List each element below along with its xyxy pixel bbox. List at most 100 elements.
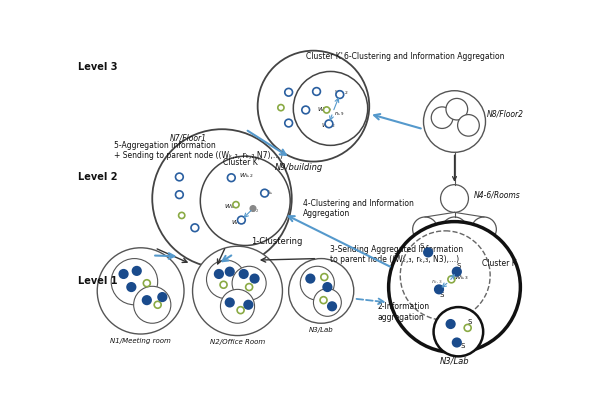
Text: S: S bbox=[457, 263, 461, 269]
Circle shape bbox=[446, 320, 455, 328]
Circle shape bbox=[258, 51, 369, 162]
Circle shape bbox=[424, 248, 432, 257]
Circle shape bbox=[175, 191, 183, 199]
Circle shape bbox=[325, 120, 333, 128]
Text: $W_{k,2}$: $W_{k,2}$ bbox=[239, 172, 254, 180]
Circle shape bbox=[244, 301, 252, 309]
Circle shape bbox=[144, 280, 150, 287]
Circle shape bbox=[313, 289, 341, 316]
Circle shape bbox=[261, 189, 269, 197]
Text: 3-Sending Aggregated Information
to parent node ((Wₖ,₃, rₖ,₃, N3),...): 3-Sending Aggregated Information to pare… bbox=[331, 245, 463, 264]
Text: $r_{k,9}$: $r_{k,9}$ bbox=[334, 110, 345, 118]
Circle shape bbox=[193, 246, 282, 336]
Circle shape bbox=[251, 274, 259, 283]
Circle shape bbox=[225, 268, 234, 276]
Text: S: S bbox=[439, 292, 444, 298]
Text: N9/building: N9/building bbox=[274, 163, 323, 172]
Circle shape bbox=[237, 307, 244, 314]
Text: Level 2: Level 2 bbox=[78, 172, 117, 182]
Circle shape bbox=[453, 268, 461, 276]
Text: Level 3: Level 3 bbox=[78, 62, 117, 72]
Circle shape bbox=[289, 259, 354, 323]
Text: $r_{k,3}$: $r_{k,3}$ bbox=[431, 278, 443, 286]
Text: Cluster K': Cluster K' bbox=[223, 158, 260, 167]
Text: N3/Lab: N3/Lab bbox=[440, 356, 469, 366]
Circle shape bbox=[441, 185, 468, 212]
Text: N3/Lab: N3/Lab bbox=[309, 327, 334, 333]
Circle shape bbox=[158, 293, 167, 301]
Circle shape bbox=[328, 302, 336, 311]
Circle shape bbox=[233, 202, 239, 208]
Text: S: S bbox=[468, 320, 472, 326]
Text: Cluster K: Cluster K bbox=[481, 260, 517, 268]
Circle shape bbox=[313, 87, 321, 96]
Circle shape bbox=[200, 156, 290, 245]
Text: $W_{k,2}$: $W_{k,2}$ bbox=[321, 122, 337, 131]
Text: $W_{k,}$: $W_{k,}$ bbox=[263, 189, 274, 197]
Text: Level 1: Level 1 bbox=[78, 276, 117, 285]
Circle shape bbox=[142, 296, 151, 304]
Circle shape bbox=[191, 224, 199, 232]
Circle shape bbox=[246, 284, 252, 291]
Text: $r_{k,2}$: $r_{k,2}$ bbox=[249, 207, 260, 215]
Circle shape bbox=[323, 283, 332, 291]
Text: 5-Aggregation information
+ Sending to parent node ((Wₖ,₂, rₖ,₂,N7),...): 5-Aggregation information + Sending to p… bbox=[114, 141, 282, 160]
Text: $W_{k,9}$: $W_{k,9}$ bbox=[316, 105, 332, 114]
Text: 4-Clustering and Information
Aggregation: 4-Clustering and Information Aggregation bbox=[303, 199, 414, 218]
Text: N2/Office Room: N2/Office Room bbox=[210, 339, 265, 345]
Text: N1/Meeting room: N1/Meeting room bbox=[110, 338, 171, 344]
Circle shape bbox=[472, 217, 496, 242]
Circle shape bbox=[221, 289, 255, 323]
Text: N7/Floor1: N7/Floor1 bbox=[169, 133, 206, 142]
Circle shape bbox=[227, 174, 235, 182]
Circle shape bbox=[321, 274, 328, 280]
Circle shape bbox=[434, 307, 483, 356]
Circle shape bbox=[446, 98, 468, 120]
Circle shape bbox=[152, 129, 292, 268]
Circle shape bbox=[285, 119, 292, 127]
Text: $W_{k,2}$: $W_{k,2}$ bbox=[334, 88, 350, 97]
Circle shape bbox=[389, 222, 520, 353]
Circle shape bbox=[300, 266, 334, 300]
Circle shape bbox=[336, 91, 344, 98]
Text: S: S bbox=[460, 343, 465, 349]
Text: N8/Floor2: N8/Floor2 bbox=[487, 109, 524, 118]
Text: S: S bbox=[420, 243, 424, 249]
Circle shape bbox=[285, 88, 292, 96]
Circle shape bbox=[453, 338, 461, 347]
Circle shape bbox=[302, 106, 310, 114]
Circle shape bbox=[133, 267, 141, 275]
Circle shape bbox=[442, 217, 467, 242]
Text: Cluster K': Cluster K' bbox=[306, 52, 343, 61]
Circle shape bbox=[179, 212, 185, 218]
Circle shape bbox=[400, 231, 490, 320]
Circle shape bbox=[413, 217, 438, 242]
Circle shape bbox=[111, 259, 158, 305]
Circle shape bbox=[423, 91, 486, 152]
Circle shape bbox=[464, 324, 471, 331]
Circle shape bbox=[220, 281, 227, 288]
Circle shape bbox=[225, 298, 234, 307]
Circle shape bbox=[239, 270, 248, 278]
Text: 6-Clustering and Information Aggregation: 6-Clustering and Information Aggregation bbox=[344, 52, 505, 61]
Circle shape bbox=[97, 248, 184, 334]
Circle shape bbox=[293, 71, 368, 145]
Circle shape bbox=[127, 283, 136, 291]
Circle shape bbox=[206, 260, 245, 299]
Circle shape bbox=[306, 274, 315, 283]
Circle shape bbox=[175, 173, 183, 181]
Text: $W_{k,3}$: $W_{k,3}$ bbox=[454, 274, 470, 282]
Circle shape bbox=[154, 301, 161, 308]
Circle shape bbox=[431, 107, 453, 129]
Circle shape bbox=[457, 114, 480, 136]
Circle shape bbox=[237, 216, 245, 224]
Circle shape bbox=[324, 107, 329, 113]
Circle shape bbox=[435, 285, 443, 294]
Text: 2-Information
aggregation: 2-Information aggregation bbox=[377, 303, 429, 322]
Text: N4-6/Rooms: N4-6/Rooms bbox=[474, 190, 521, 199]
Text: $W_{k,3}$: $W_{k,3}$ bbox=[231, 218, 246, 227]
Circle shape bbox=[120, 270, 128, 278]
Text: 1-Clustering: 1-Clustering bbox=[251, 237, 303, 246]
Text: $W_{k,2}$: $W_{k,2}$ bbox=[224, 203, 239, 211]
Circle shape bbox=[232, 266, 266, 300]
